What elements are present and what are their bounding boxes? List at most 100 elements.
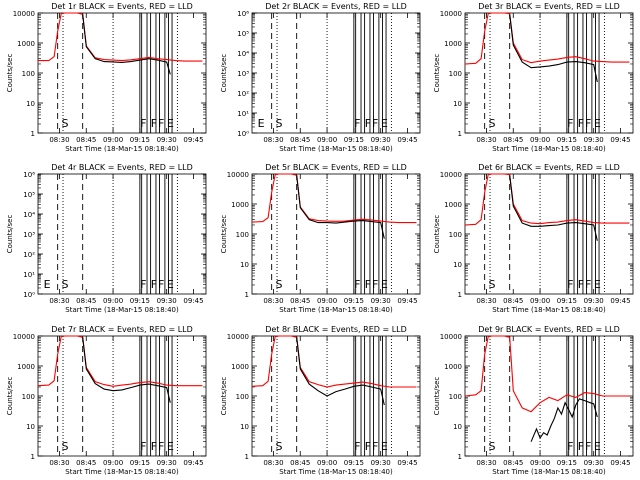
event-annotation: F — [365, 278, 371, 291]
event-annotation: F — [585, 117, 591, 130]
series-lld — [464, 335, 630, 413]
y-tick-label: 1 — [458, 130, 462, 138]
series-lld — [251, 173, 417, 224]
y-tick-label: 100 — [236, 231, 249, 239]
event-annotation: E — [167, 278, 174, 291]
x-tick-label: 09:30 — [157, 136, 177, 144]
y-tick-label: 10000 — [440, 10, 462, 18]
event-annotation: F — [151, 440, 157, 453]
y-axis-label: Counts/sec — [6, 215, 14, 254]
x-tick-label: 09:45 — [610, 459, 630, 467]
event-annotation: F — [372, 278, 378, 291]
event-annotation: S — [61, 440, 68, 453]
x-tick-label: 09:30 — [371, 297, 391, 305]
x-tick-label: 09:45 — [397, 297, 417, 305]
x-axis-label: Start Time (18-Mar-15 08:18:40) — [65, 145, 179, 153]
x-tick-label: 08:30 — [476, 297, 496, 305]
panel-title: Det 8r BLACK = Events, RED = LLD — [265, 325, 407, 334]
event-annotation: E — [594, 117, 601, 130]
panel-title: Det 9r BLACK = Events, RED = LLD — [478, 325, 620, 334]
event-annotation: S — [61, 278, 68, 291]
panel-6: Det 6r BLACK = Events, RED = LLD 1 10 100 10… — [433, 163, 634, 314]
event-annotation: F — [354, 278, 360, 291]
y-tick-label: 10000 — [227, 171, 249, 179]
x-tick-label: 08:45 — [76, 459, 96, 467]
y-tick-label: 10⁰ — [237, 130, 249, 138]
event-annotation: S — [275, 278, 282, 291]
y-tick-label: 10 — [453, 261, 462, 269]
y-tick-label: 10² — [237, 90, 249, 98]
event-annotation: F — [354, 440, 360, 453]
x-tick-label: 09:00 — [530, 297, 550, 305]
x-tick-label: 09:45 — [397, 459, 417, 467]
panel-title: Det 2r BLACK = Events, RED = LLD — [265, 2, 407, 11]
x-tick-label: 09:45 — [610, 136, 630, 144]
y-tick-label: 10⁶ — [237, 10, 249, 18]
panel-title: Det 4r BLACK = Events, RED = LLD — [51, 163, 193, 172]
x-tick-label: 09:00 — [317, 459, 337, 467]
event-annotation: F — [365, 117, 371, 130]
x-axis-label: Start Time (18-Mar-15 08:18:40) — [65, 306, 179, 314]
x-tick-label: 08:30 — [263, 459, 283, 467]
x-axis-label: Start Time (18-Mar-15 08:18:40) — [279, 306, 393, 314]
x-tick-label: 09:30 — [157, 459, 177, 467]
y-tick-label: 1000 — [444, 363, 462, 371]
y-axis-label: Counts/sec — [6, 377, 14, 416]
y-axis-label: Counts/sec — [220, 377, 228, 416]
x-axis-label: Start Time (18-Mar-15 08:18:40) — [492, 306, 606, 314]
series-lld — [464, 12, 630, 65]
y-tick-label: 1 — [458, 291, 462, 299]
event-annotation: F — [372, 440, 378, 453]
x-tick-label: 08:30 — [476, 136, 496, 144]
series-lld — [464, 173, 630, 226]
event-annotation: E — [44, 278, 51, 291]
panel-8: Det 8r BLACK = Events, RED = LLD 1 10 100 10… — [220, 325, 421, 476]
panel-7: Det 7r BLACK = Events, RED = LLD 1 10 100 10… — [6, 325, 207, 476]
event-annotation: S — [275, 440, 282, 453]
y-tick-label: 1000 — [231, 201, 249, 209]
event-annotation: F — [158, 440, 164, 453]
x-tick-label: 08:45 — [290, 297, 310, 305]
y-tick-label: 1000 — [444, 201, 462, 209]
x-tick-label: 09:30 — [584, 459, 604, 467]
y-axis-label: Counts/sec — [220, 54, 228, 93]
event-annotation: S — [488, 278, 495, 291]
event-annotation: F — [567, 278, 573, 291]
event-annotation: F — [158, 278, 164, 291]
y-tick-label: 1 — [245, 453, 249, 461]
x-tick-label: 09:45 — [397, 136, 417, 144]
y-tick-label: 10⁴ — [237, 50, 249, 58]
event-annotation: F — [567, 117, 573, 130]
panel-title: Det 1r BLACK = Events, RED = LLD — [51, 2, 193, 11]
series-lld — [37, 335, 203, 387]
x-tick-label: 09:30 — [371, 459, 391, 467]
x-tick-label: 09:15 — [557, 136, 577, 144]
y-tick-label: 100 — [236, 393, 249, 401]
y-tick-label: 10² — [23, 251, 35, 259]
event-annotation: S — [61, 117, 68, 130]
panel-5: Det 5r BLACK = Events, RED = LLD 1 10 100 10… — [220, 163, 421, 314]
y-tick-label: 100 — [449, 393, 462, 401]
y-tick-label: 10 — [240, 423, 249, 431]
y-tick-label: 10¹ — [237, 110, 249, 118]
event-annotation: F — [140, 440, 146, 453]
x-tick-label: 09:00 — [103, 136, 123, 144]
x-tick-label: 09:15 — [344, 136, 364, 144]
panel-4: Det 4r BLACK = Events, RED = LLD 10⁰ 10¹ 10… — [6, 163, 207, 314]
x-tick-label: 08:45 — [503, 459, 523, 467]
x-tick-label: 09:45 — [183, 136, 203, 144]
y-tick-label: 10³ — [23, 231, 35, 239]
x-tick-label: 09:00 — [317, 297, 337, 305]
event-annotation: E — [258, 117, 265, 130]
x-tick-label: 08:30 — [263, 297, 283, 305]
event-annotation: S — [488, 117, 495, 130]
y-tick-label: 10³ — [237, 70, 249, 78]
series-lld — [38, 12, 203, 62]
y-tick-label: 10000 — [13, 333, 35, 341]
x-tick-label: 09:45 — [183, 297, 203, 305]
event-annotation: E — [381, 440, 388, 453]
x-axis-label: Start Time (18-Mar-15 08:18:40) — [279, 145, 393, 153]
y-tick-label: 1000 — [231, 363, 249, 371]
event-annotation: E — [167, 440, 174, 453]
